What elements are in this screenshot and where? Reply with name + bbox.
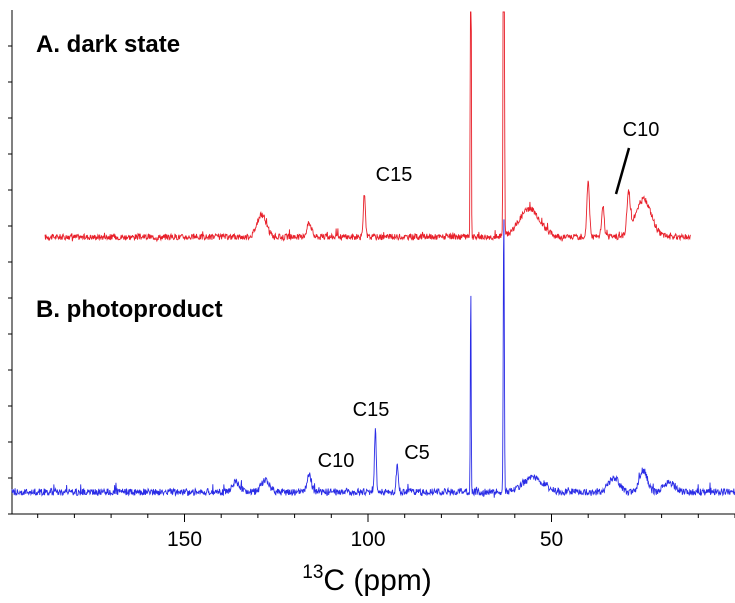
panel-label-a: A. dark state — [36, 31, 180, 58]
x-tick-labels: 150 100 50 — [167, 528, 563, 551]
x-tick-label: 100 — [350, 528, 385, 551]
x-tick-label: 50 — [540, 528, 563, 551]
x-axis-title-main: C (ppm) — [323, 564, 431, 597]
panel-labels: A. dark state B. photoproduct — [36, 31, 223, 323]
peak-label-c10: C10 — [623, 119, 660, 141]
x-tick-label: 150 — [167, 528, 202, 551]
spectrum-trace-dark-state — [44, 11, 691, 243]
peak-annotations: C15 C10 C10 C15 C5 — [318, 119, 660, 472]
peak-label-c15: C15 — [353, 399, 390, 421]
y-minor-ticks — [8, 45, 12, 515]
peak-label-c15: C15 — [376, 164, 413, 186]
axes: 150 100 50 — [8, 10, 735, 551]
x-axis-title: 13C (ppm) — [302, 562, 431, 597]
panel-label-b: B. photoproduct — [36, 296, 223, 323]
spectrum-trace-photoproduct — [11, 219, 735, 498]
peak-label-c10: C10 — [318, 450, 355, 472]
x-ticks — [37, 514, 735, 522]
x-axis-title-superscript: 13 — [302, 562, 323, 583]
peak-pointer-line — [614, 147, 631, 195]
peak-label-c5: C5 — [404, 442, 430, 464]
spectra — [11, 11, 735, 498]
